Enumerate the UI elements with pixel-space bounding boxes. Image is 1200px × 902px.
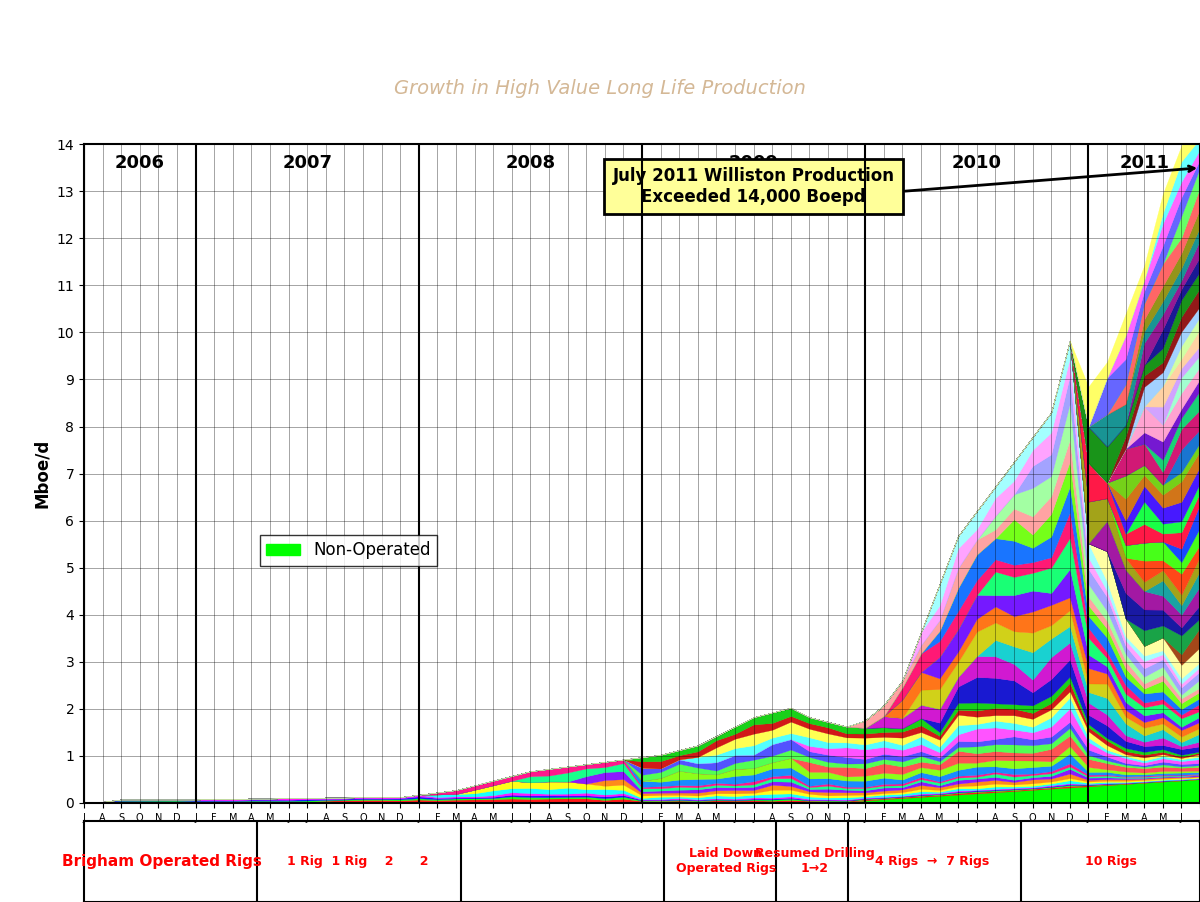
Text: 2008: 2008 <box>505 154 556 172</box>
Text: 1 Rig  1 Rig    2      2: 1 Rig 1 Rig 2 2 <box>287 855 428 868</box>
Text: July 2011 Williston Production
Exceeded 14,000 Boepd: July 2011 Williston Production Exceeded … <box>613 167 895 206</box>
Y-axis label: Mboe/d: Mboe/d <box>32 439 50 508</box>
Text: 2010: 2010 <box>952 154 1002 172</box>
Text: 4 Rigs  →  7 Rigs: 4 Rigs → 7 Rigs <box>875 855 989 868</box>
Text: 2006: 2006 <box>115 154 164 172</box>
Text: Brigham Operated Rigs: Brigham Operated Rigs <box>62 854 262 869</box>
Text: 2011: 2011 <box>1120 154 1169 172</box>
Text: Laid Down
Operated Rigs: Laid Down Operated Rigs <box>676 847 776 876</box>
Legend: Non-Operated: Non-Operated <box>259 535 437 566</box>
Text: Resumed Drilling
1→2: Resumed Drilling 1→2 <box>755 847 875 876</box>
Text: 2007: 2007 <box>282 154 332 172</box>
Text: 2009: 2009 <box>728 154 779 172</box>
Text: 10 Rigs: 10 Rigs <box>1085 855 1136 868</box>
Text: Growth in High Value Long Life Production: Growth in High Value Long Life Productio… <box>394 79 806 98</box>
Text: Brigham Exploration - Growing Williston Basin Oil Production: Brigham Exploration - Growing Williston … <box>76 23 1124 52</box>
